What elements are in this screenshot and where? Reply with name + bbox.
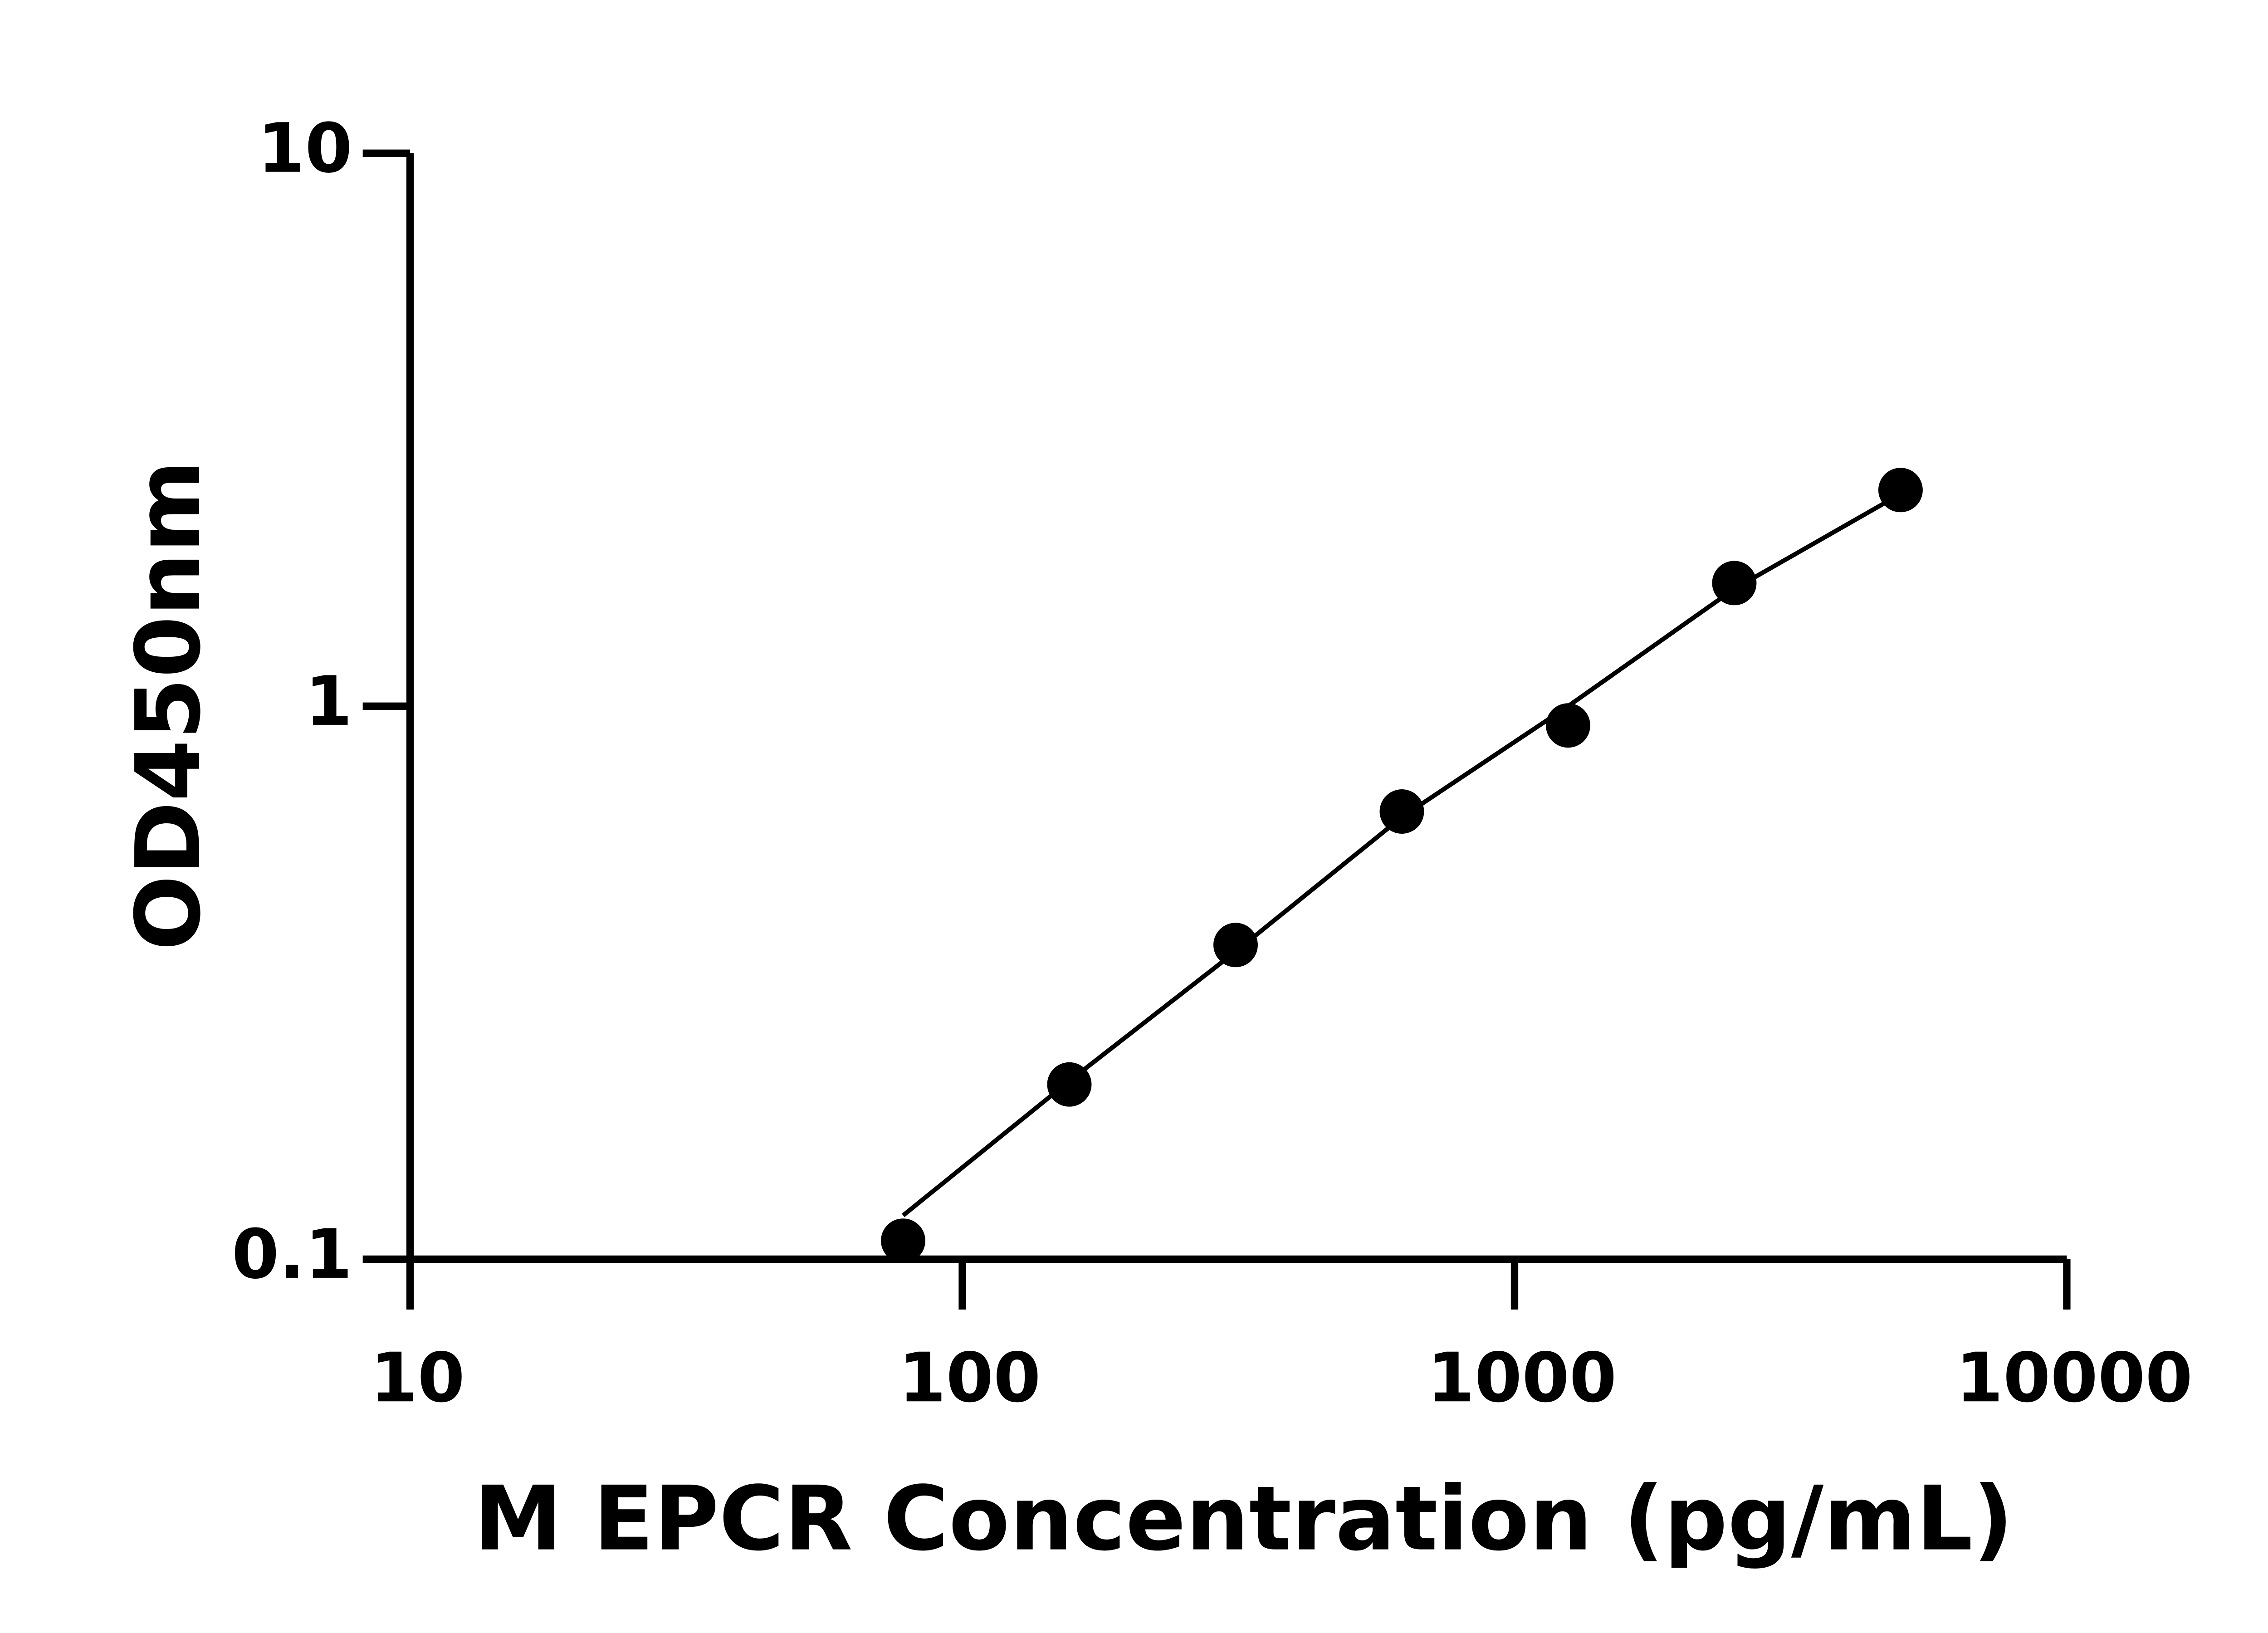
data-point — [1047, 1062, 1092, 1107]
data-point — [1379, 789, 1424, 834]
data-point — [1878, 468, 1923, 513]
data-point — [1546, 703, 1590, 748]
x-tick-label: 10 — [370, 1339, 465, 1418]
x-tick-label: 100 — [899, 1339, 1041, 1418]
y-tick-label: 1 — [305, 662, 352, 741]
x-tick-label: 10000 — [1956, 1339, 2193, 1418]
y-axis-label: OD450nm — [117, 460, 220, 951]
fit-line — [901, 492, 1902, 1217]
data-point — [1712, 561, 1757, 606]
data-point — [881, 1218, 925, 1263]
x-tick-label: 1000 — [1427, 1339, 1617, 1418]
y-tick-label: 10 — [258, 109, 352, 188]
y-tick-label: 0.1 — [232, 1215, 352, 1294]
data-point — [1213, 923, 1258, 968]
x-axis-label: M EPCR Concentration (pg/mL) — [474, 1467, 2014, 1571]
